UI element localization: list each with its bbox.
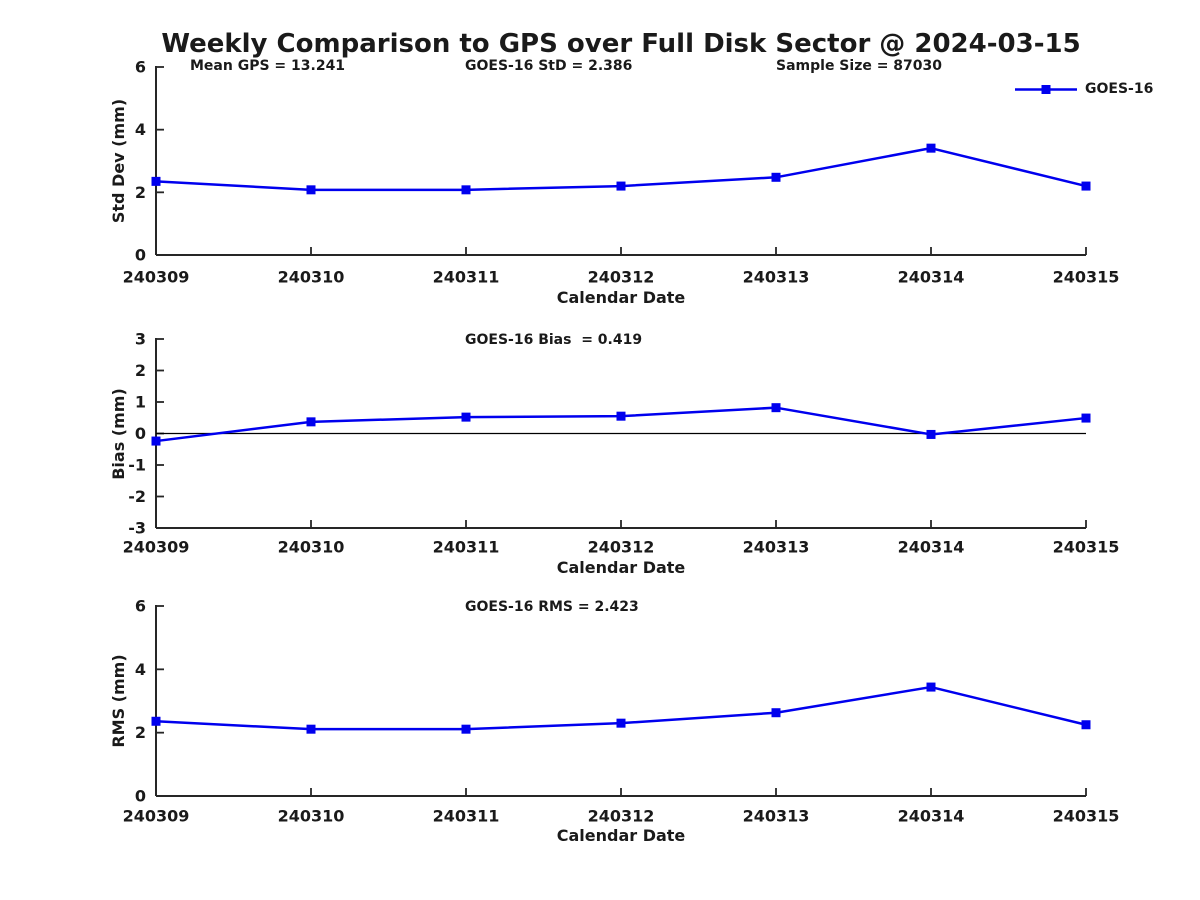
data-point-marker: [461, 185, 471, 195]
x-tick-label: 240314: [898, 268, 965, 287]
y-tick-label: 0: [135, 787, 146, 806]
data-point-marker: [461, 724, 471, 734]
y-tick-label: -2: [128, 487, 146, 506]
x-tick-label: 240311: [433, 268, 500, 287]
x-axis-title-bottom: Calendar Date: [556, 826, 686, 845]
annotation-goes16-rms: GOES-16 RMS = 2.423: [465, 599, 639, 615]
y-tick-label: 2: [135, 723, 146, 742]
x-tick-label: 240312: [588, 807, 655, 826]
data-point-marker: [306, 185, 316, 195]
x-tick-label: 240309: [123, 268, 190, 287]
legend: GOES-16: [1015, 82, 1153, 96]
x-tick-label: 240311: [433, 807, 500, 826]
data-point-marker: [616, 181, 626, 191]
y-tick-label: 2: [135, 183, 146, 202]
data-point-marker: [616, 718, 626, 728]
y-tick-label: -1: [128, 456, 146, 475]
data-point-marker: [771, 172, 781, 182]
subplot-std-dev: 0 2 4 6 240309 240310 240311 240312 240313 240314…: [123, 58, 1120, 287]
x-tick-label: 240312: [588, 268, 655, 287]
y-tick-label: 6: [135, 597, 146, 616]
x-tick-label: 240312: [588, 538, 655, 557]
annotation-mean-gps: Mean GPS = 13.241: [190, 58, 346, 74]
x-tick-label: 240315: [1053, 807, 1120, 826]
data-point-marker: [306, 417, 316, 427]
y-tick-label: 6: [135, 58, 146, 77]
x-tick-label: 240315: [1053, 268, 1120, 287]
data-point-marker: [1081, 720, 1091, 730]
data-point-marker: [926, 682, 936, 692]
x-tick-label: 240310: [278, 268, 345, 287]
data-point-marker: [771, 708, 781, 718]
data-point-marker: [1081, 413, 1091, 423]
subplot-rms: 0 2 4 6 240309 240310 240311 240312 240313 240314…: [123, 597, 1120, 826]
y-tick-label: 0: [135, 246, 146, 265]
x-tick-label: 240309: [123, 538, 190, 557]
x-axis-title-middle: Calendar Date: [556, 558, 686, 577]
x-tick-label: 240313: [743, 807, 810, 826]
data-point-marker: [306, 724, 316, 734]
data-point-marker: [151, 436, 161, 446]
data-point-marker: [151, 176, 161, 186]
y-tick-label: 0: [135, 424, 146, 443]
x-tick-label: 240310: [278, 807, 345, 826]
data-point-marker: [926, 429, 936, 439]
annotation-sample-size: Sample Size = 87030: [776, 58, 943, 74]
data-point-marker: [926, 143, 936, 153]
x-tick-label: 240315: [1053, 538, 1120, 557]
legend-line-icon: [1015, 84, 1077, 94]
data-point-marker: [151, 716, 161, 726]
data-point-marker: [1081, 181, 1091, 191]
x-tick-label: 240314: [898, 807, 965, 826]
x-tick-label: 240310: [278, 538, 345, 557]
annotation-goes16-std: GOES-16 StD = 2.386: [465, 58, 633, 74]
x-tick-label: 240309: [123, 807, 190, 826]
data-point-marker: [616, 411, 626, 421]
x-tick-label: 240311: [433, 538, 500, 557]
x-tick-label: 240313: [743, 268, 810, 287]
y-tick-label: 3: [135, 330, 146, 349]
legend-label: GOES-16: [1085, 81, 1154, 97]
x-axis-title-top: Calendar Date: [556, 288, 686, 307]
subplot-bias: -3 -2 -1 0 1 2 3 240309 240310 240311 240312 240313…: [123, 330, 1120, 557]
y-tick-label: 4: [135, 120, 146, 139]
x-tick-label: 240313: [743, 538, 810, 557]
data-point-marker: [771, 403, 781, 413]
y-tick-label: 1: [135, 393, 146, 412]
y-tick-label: 4: [135, 660, 146, 679]
annotation-goes16-bias: GOES-16 Bias = 0.419: [465, 332, 643, 348]
y-tick-label: -3: [128, 519, 146, 538]
chart-title: Weekly Comparison to GPS over Full Disk …: [161, 29, 1081, 59]
x-tick-label: 240314: [898, 538, 965, 557]
y-tick-label: 2: [135, 361, 146, 380]
data-point-marker: [461, 412, 471, 422]
